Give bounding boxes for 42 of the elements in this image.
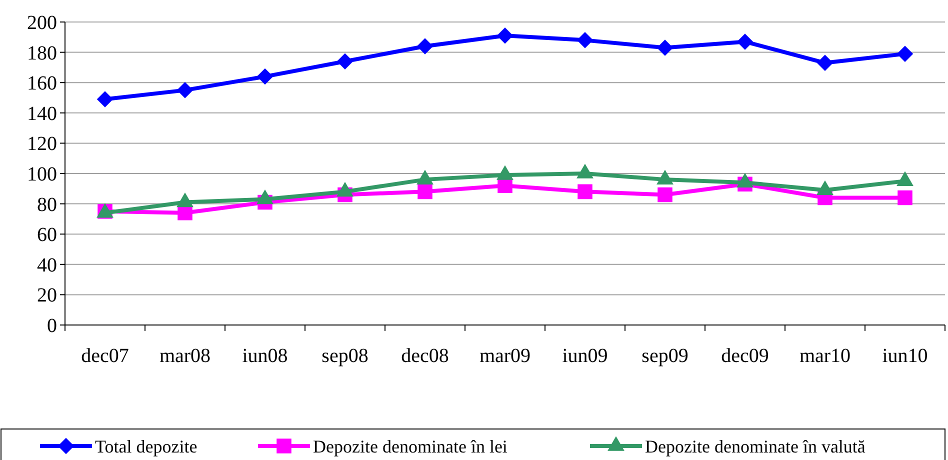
- legend-label: Depozite denominate în valută: [645, 436, 866, 456]
- point: [177, 82, 193, 98]
- legend-label: Total depozite: [95, 436, 198, 456]
- x-tick-label: dec07: [81, 345, 129, 367]
- point: [257, 68, 273, 84]
- point: [497, 28, 513, 44]
- x-tick-label: mar09: [479, 345, 531, 367]
- y-tick-label: 200: [27, 12, 57, 34]
- legend-label: Depozite denominate în lei: [313, 436, 508, 456]
- y-tick-label: 140: [27, 102, 57, 125]
- point: [417, 38, 433, 54]
- x-tick-label: dec09: [721, 345, 769, 367]
- x-tick-label: mar08: [159, 345, 211, 367]
- point: [817, 54, 833, 71]
- point: [658, 187, 672, 202]
- point: [897, 46, 913, 62]
- point: [418, 184, 432, 200]
- x-tick-label: iun09: [562, 345, 608, 367]
- point: [498, 178, 512, 194]
- point: [178, 206, 192, 220]
- point: [577, 32, 593, 48]
- x-tick-label: sep08: [322, 345, 368, 367]
- y-tick-label: 0: [47, 315, 57, 337]
- point: [578, 184, 592, 200]
- y-tick-label: 160: [27, 72, 57, 95]
- x-tick-label: iun10: [882, 345, 928, 367]
- x-tick-label: dec08: [401, 345, 449, 367]
- point: [657, 40, 673, 56]
- y-tick-label: 120: [27, 133, 57, 156]
- x-tick-label: sep09: [642, 345, 688, 367]
- point: [737, 34, 753, 50]
- y-tick-label: 80: [37, 194, 57, 216]
- point: [337, 53, 353, 70]
- y-tick-label: 100: [27, 164, 57, 186]
- point: [898, 190, 912, 206]
- x-tick-label: mar10: [799, 345, 851, 367]
- point: [97, 91, 113, 108]
- y-tick-label: 40: [37, 254, 57, 276]
- y-tick-label: 180: [27, 42, 57, 64]
- y-tick-label: 20: [37, 284, 57, 307]
- x-tick-label: iun08: [242, 345, 288, 367]
- y-tick-label: 60: [37, 224, 57, 246]
